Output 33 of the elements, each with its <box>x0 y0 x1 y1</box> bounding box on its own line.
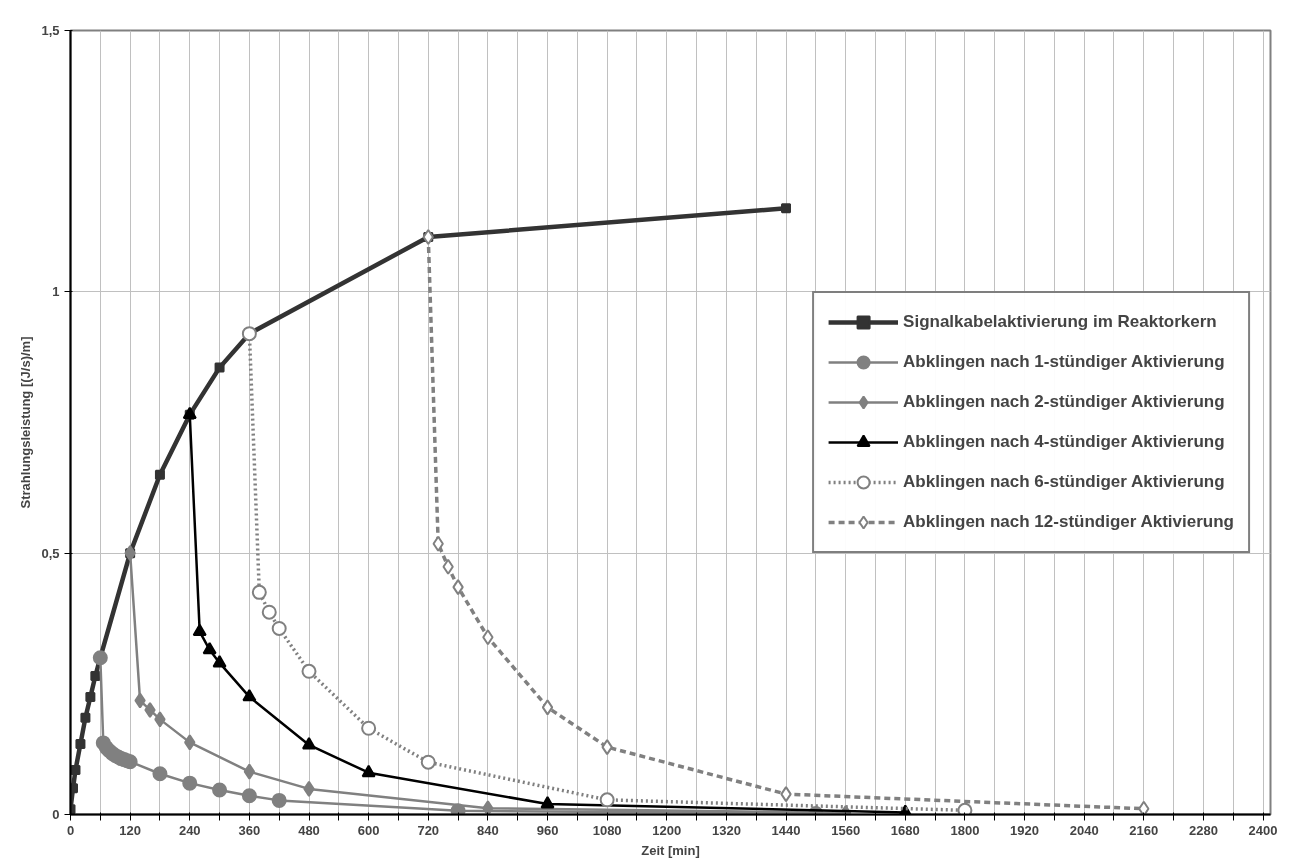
y-tick-label: 1 <box>52 284 60 300</box>
x-tick-label: 1560 <box>831 822 861 838</box>
x-tick-label: 1440 <box>771 822 801 838</box>
y-axis-title: Strahlungsleistung [(J/s)/m] <box>18 336 34 509</box>
y-tick-label: 1,5 <box>41 23 60 38</box>
x-tick-label: 1200 <box>652 822 682 838</box>
x-axis-title: Zeit [min] <box>641 842 700 858</box>
x-tick-label: 2280 <box>1188 822 1218 838</box>
x-tick-label: 2040 <box>1069 822 1099 838</box>
x-tick-label: 240 <box>178 822 201 838</box>
x-tick-label: 1920 <box>1010 822 1039 838</box>
legend-label: Signalkabelaktivierung im Reaktorkern <box>903 312 1217 332</box>
x-tick-label: 2160 <box>1129 822 1159 838</box>
x-tick-label: 840 <box>477 822 499 838</box>
x-tick-label: 600 <box>357 822 380 838</box>
x-tick-label: 480 <box>298 822 320 838</box>
x-tick-label: 1680 <box>890 822 920 838</box>
legend-label: Abklingen nach 4-stündiger Aktivierung <box>903 432 1225 452</box>
x-tick-label: 960 <box>536 822 559 838</box>
x-tick-label: 2400 <box>1248 822 1278 838</box>
legend-label: Abklingen nach 12-stündiger Aktivierung <box>903 512 1234 532</box>
y-tick-label: 0 <box>52 807 60 822</box>
x-tick-label: 0 <box>66 822 75 838</box>
x-tick-label: 360 <box>238 822 261 838</box>
x-tick-label: 1320 <box>711 822 741 838</box>
x-tick-label: 1800 <box>950 822 980 838</box>
y-tick-label: 0,5 <box>41 545 60 561</box>
x-tick-label: 1080 <box>592 822 622 838</box>
legend-label: Abklingen nach 2-stündiger Aktivierung <box>903 392 1225 412</box>
legend-label: Abklingen nach 1-stündiger Aktivierung <box>903 352 1225 372</box>
x-tick-label: 120 <box>119 822 141 838</box>
legend-label: Abklingen nach 6-stündiger Aktivierung <box>903 472 1225 492</box>
x-tick-label: 720 <box>417 822 440 838</box>
